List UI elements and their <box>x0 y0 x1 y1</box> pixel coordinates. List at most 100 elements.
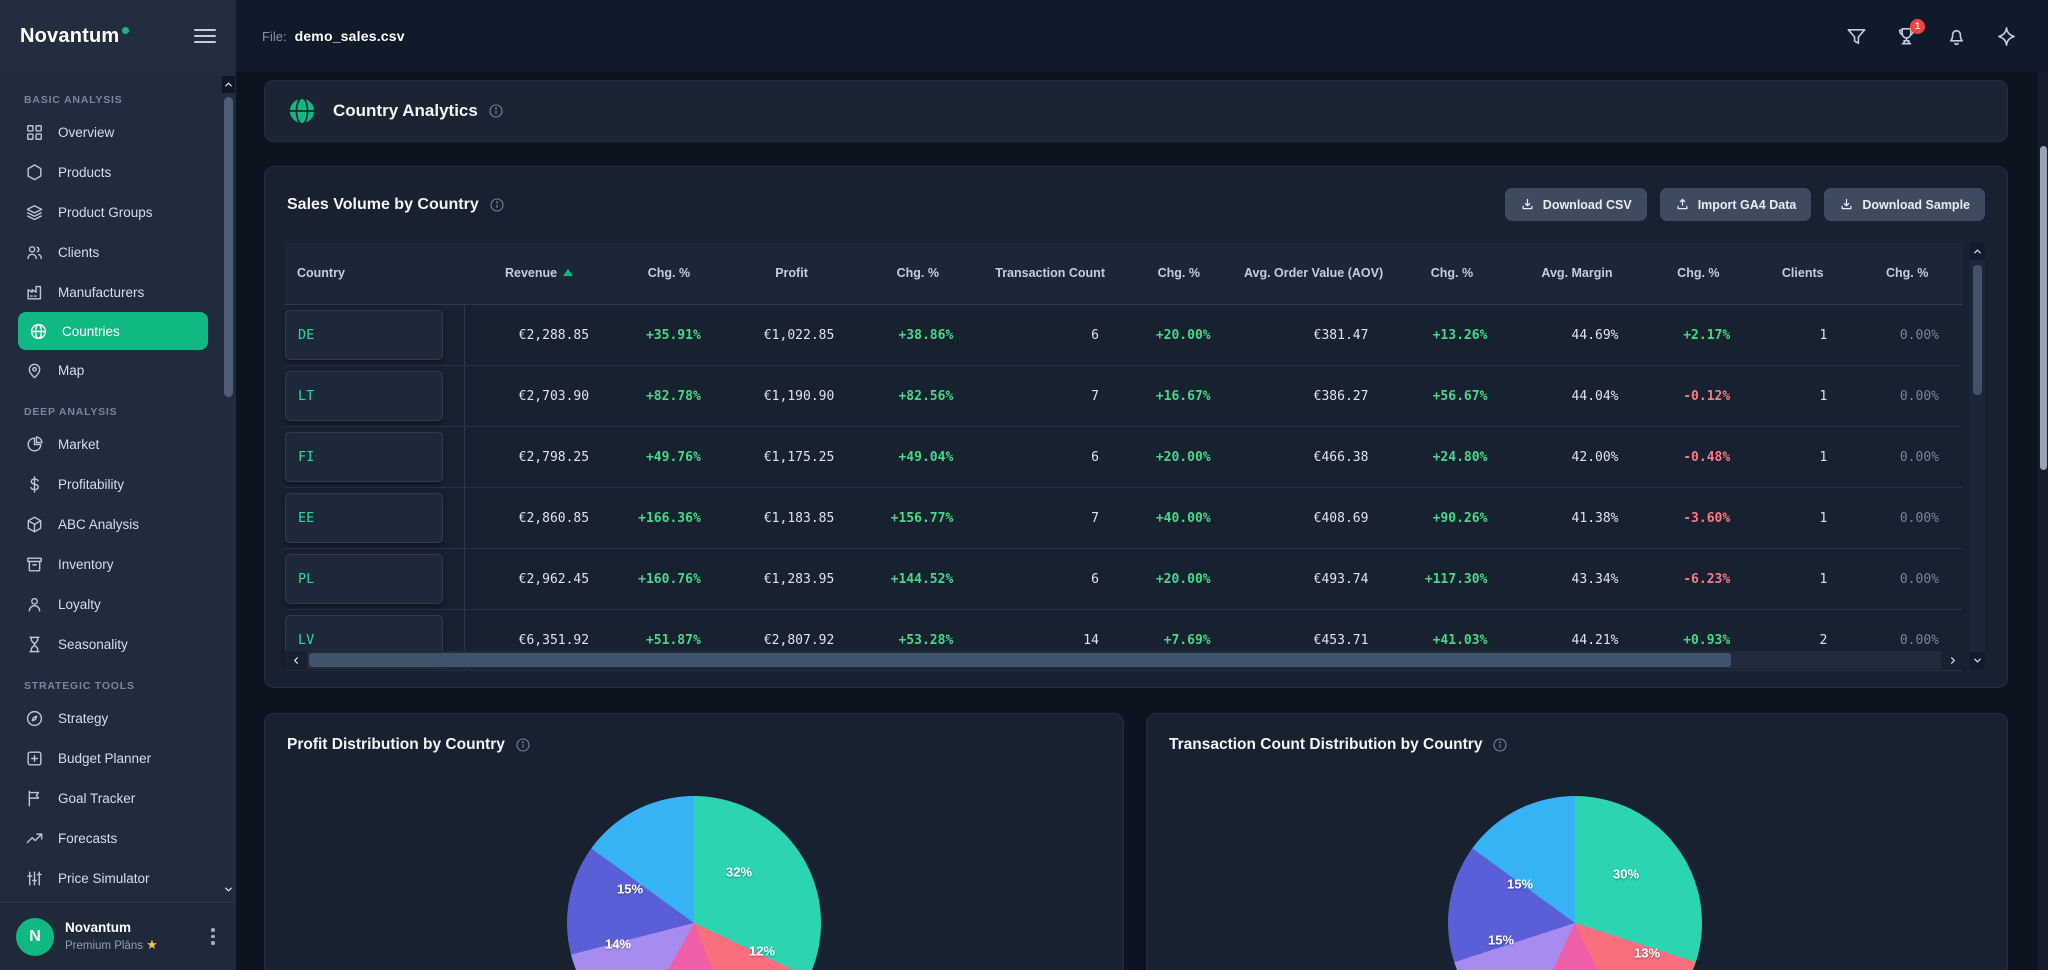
window-scrollbar-thumb[interactable] <box>2039 146 2047 470</box>
cell-clients_chg: 0.00% <box>1899 327 1939 343</box>
cell-clients: 1 <box>1819 388 1828 404</box>
cell-aov_chg: +24.80% <box>1432 449 1488 465</box>
sidebar-scrollbar-thumb[interactable] <box>224 97 233 397</box>
cell-margin_chg: -6.23% <box>1683 571 1731 587</box>
country-code[interactable]: EE <box>285 493 443 543</box>
transaction-pie-chart[interactable] <box>1448 796 1702 970</box>
sparkle-icon[interactable] <box>1995 25 2018 48</box>
cell-transactions_chg: +20.00% <box>1155 449 1211 465</box>
column-header-chg--8[interactable]: Chg. % <box>1430 266 1474 281</box>
scroll-down-icon[interactable] <box>1970 652 1985 669</box>
sidebar-item-price-simulator[interactable]: Price Simulator <box>0 858 222 898</box>
info-icon[interactable] <box>488 103 504 119</box>
cell-revenue_chg: +160.76% <box>638 571 701 587</box>
trophy-icon[interactable]: 1 <box>1895 18 1925 48</box>
country-code[interactable]: LT <box>285 371 443 421</box>
table-row-pl[interactable]: PL €2,962.45 +160.76% €1,283.95 +144.52% 6 +20… <box>285 549 1963 610</box>
sidebar-item-inventory[interactable]: Inventory <box>0 544 222 584</box>
table-row-de[interactable]: DE €2,288.85 +35.91% €1,022.85 +38.86% 6 +20.0… <box>285 305 1963 366</box>
table-row-lt[interactable]: LT €2,703.90 +82.78% €1,190.90 +82.56% 7 +16.6… <box>285 366 1963 427</box>
column-header-chg--2[interactable]: Chg. % <box>647 266 691 281</box>
sidebar-item-manufacturers[interactable]: Manufacturers <box>0 272 222 312</box>
nav-section-label: BASIC ANALYSIS <box>24 94 123 106</box>
scroll-up-icon[interactable] <box>222 76 235 93</box>
sidebar-item-abc-analysis[interactable]: ABC Analysis <box>0 504 222 544</box>
column-header-country[interactable]: Country <box>297 266 345 281</box>
download-csv-button[interactable]: Download CSV <box>1504 188 1647 221</box>
table-horizontal-scrollbar[interactable] <box>285 651 1963 669</box>
filter-icon[interactable] <box>1845 25 1868 48</box>
v-scrollbar-thumb[interactable] <box>1973 265 1982 395</box>
sidebar-item-seasonality[interactable]: Seasonality <box>0 624 222 664</box>
sidebar-item-loyalty[interactable]: Loyalty <box>0 584 222 624</box>
sliders-icon <box>24 868 44 888</box>
import-ga4-button[interactable]: Import GA4 Data <box>1659 188 1812 221</box>
sidebar-scrollbar[interactable] <box>222 76 235 898</box>
dollar-icon <box>24 474 44 494</box>
sidebar-item-budget-planner[interactable]: Budget Planner <box>0 738 222 778</box>
scroll-up-icon[interactable] <box>1970 243 1985 260</box>
bell-icon[interactable] <box>1945 25 1968 48</box>
column-header-chg--10[interactable]: Chg. % <box>1677 266 1720 281</box>
download-sample-button[interactable]: Download Sample <box>1824 188 1985 221</box>
cell-revenue_chg: +166.36% <box>638 510 701 526</box>
table-row-fi[interactable]: FI €2,798.25 +49.76% €1,175.25 +49.04% 6 +20.0… <box>285 427 1963 488</box>
cell-revenue: €2,798.25 <box>518 449 590 465</box>
nav-section-label: DEEP ANALYSIS <box>24 406 118 418</box>
info-icon[interactable] <box>489 197 505 213</box>
sidebar-item-goal-tracker[interactable]: Goal Tracker <box>0 778 222 818</box>
scroll-down-icon[interactable] <box>222 882 235 896</box>
column-header-profit[interactable]: Profit <box>775 266 808 281</box>
column-header-revenue[interactable]: Revenue <box>465 265 613 282</box>
country-code[interactable]: FI <box>285 432 443 482</box>
info-icon[interactable] <box>1492 737 1508 753</box>
sidebar-item-clients[interactable]: Clients <box>0 232 222 272</box>
h-scrollbar-thumb[interactable] <box>309 653 1731 667</box>
cell-aov: €493.74 <box>1313 571 1369 587</box>
sales-table-card: Sales Volume by Country Download CSV Imp… <box>264 166 2008 688</box>
pie-chart-icon <box>24 434 44 454</box>
info-icon[interactable] <box>515 737 531 753</box>
table-row-ee[interactable]: EE €2,860.85 +166.36% €1,183.85 +156.77% 7 +40… <box>285 488 1963 549</box>
sidebar-item-products[interactable]: Products <box>0 152 222 192</box>
sidebar-item-strategy[interactable]: Strategy <box>0 698 222 738</box>
column-header-transaction-count[interactable]: Transaction Count <box>995 266 1105 281</box>
sidebar-item-profitability[interactable]: Profitability <box>0 464 222 504</box>
cell-revenue_chg: +49.76% <box>645 449 701 465</box>
user-card[interactable]: N Novantum Premium Plāns ★ <box>0 902 236 970</box>
column-header-chg--4[interactable]: Chg. % <box>896 266 939 281</box>
column-header-chg--12[interactable]: Chg. % <box>1885 266 1929 281</box>
user-icon <box>24 594 44 614</box>
sidebar-item-countries[interactable]: Countries <box>18 312 208 350</box>
table-row-lv[interactable]: LV €6,351.92 +51.87% €2,807.92 +53.28% 14 +7.6… <box>285 610 1963 671</box>
sidebar-item-label: Strategy <box>58 710 109 726</box>
country-code[interactable]: PL <box>285 554 443 604</box>
chart-title: Profit Distribution by Country <box>287 736 505 753</box>
globe-icon <box>28 321 48 341</box>
nav-section-label: STRATEGIC TOOLS <box>24 680 135 692</box>
sidebar-item-map[interactable]: Map <box>0 350 222 390</box>
cell-aov_chg: +56.67% <box>1432 388 1488 404</box>
hamburger-menu-icon[interactable] <box>194 25 216 47</box>
country-code[interactable]: DE <box>285 310 443 360</box>
cell-aov: €381.47 <box>1313 327 1369 343</box>
column-header-avg-order-value-aov-[interactable]: Avg. Order Value (AOV) <box>1243 266 1384 281</box>
trophy-badge: 1 <box>1910 18 1925 34</box>
cell-transactions_chg: +40.00% <box>1155 510 1211 526</box>
sidebar-item-market[interactable]: Market <box>0 424 222 464</box>
cell-clients_chg: 0.00% <box>1899 571 1939 587</box>
sidebar-item-forecasts[interactable]: Forecasts <box>0 818 222 858</box>
profit-pie-chart[interactable] <box>567 796 821 970</box>
column-header-clients[interactable]: Clients <box>1781 266 1824 281</box>
cell-transactions: 6 <box>1091 571 1099 587</box>
user-menu-kebab-icon[interactable] <box>206 925 220 948</box>
column-header-chg--6[interactable]: Chg. % <box>1157 266 1200 281</box>
column-header-avg-margin[interactable]: Avg. Margin <box>1541 266 1613 281</box>
scroll-left-icon[interactable] <box>285 651 307 669</box>
cell-margin: 44.04% <box>1571 388 1619 404</box>
scroll-right-icon[interactable] <box>1941 651 1963 669</box>
window-scrollbar[interactable] <box>2038 72 2048 970</box>
sidebar-item-overview[interactable]: Overview <box>0 112 222 152</box>
table-vertical-scrollbar[interactable] <box>1970 243 1985 669</box>
sidebar-item-product-groups[interactable]: Product Groups <box>0 192 222 232</box>
